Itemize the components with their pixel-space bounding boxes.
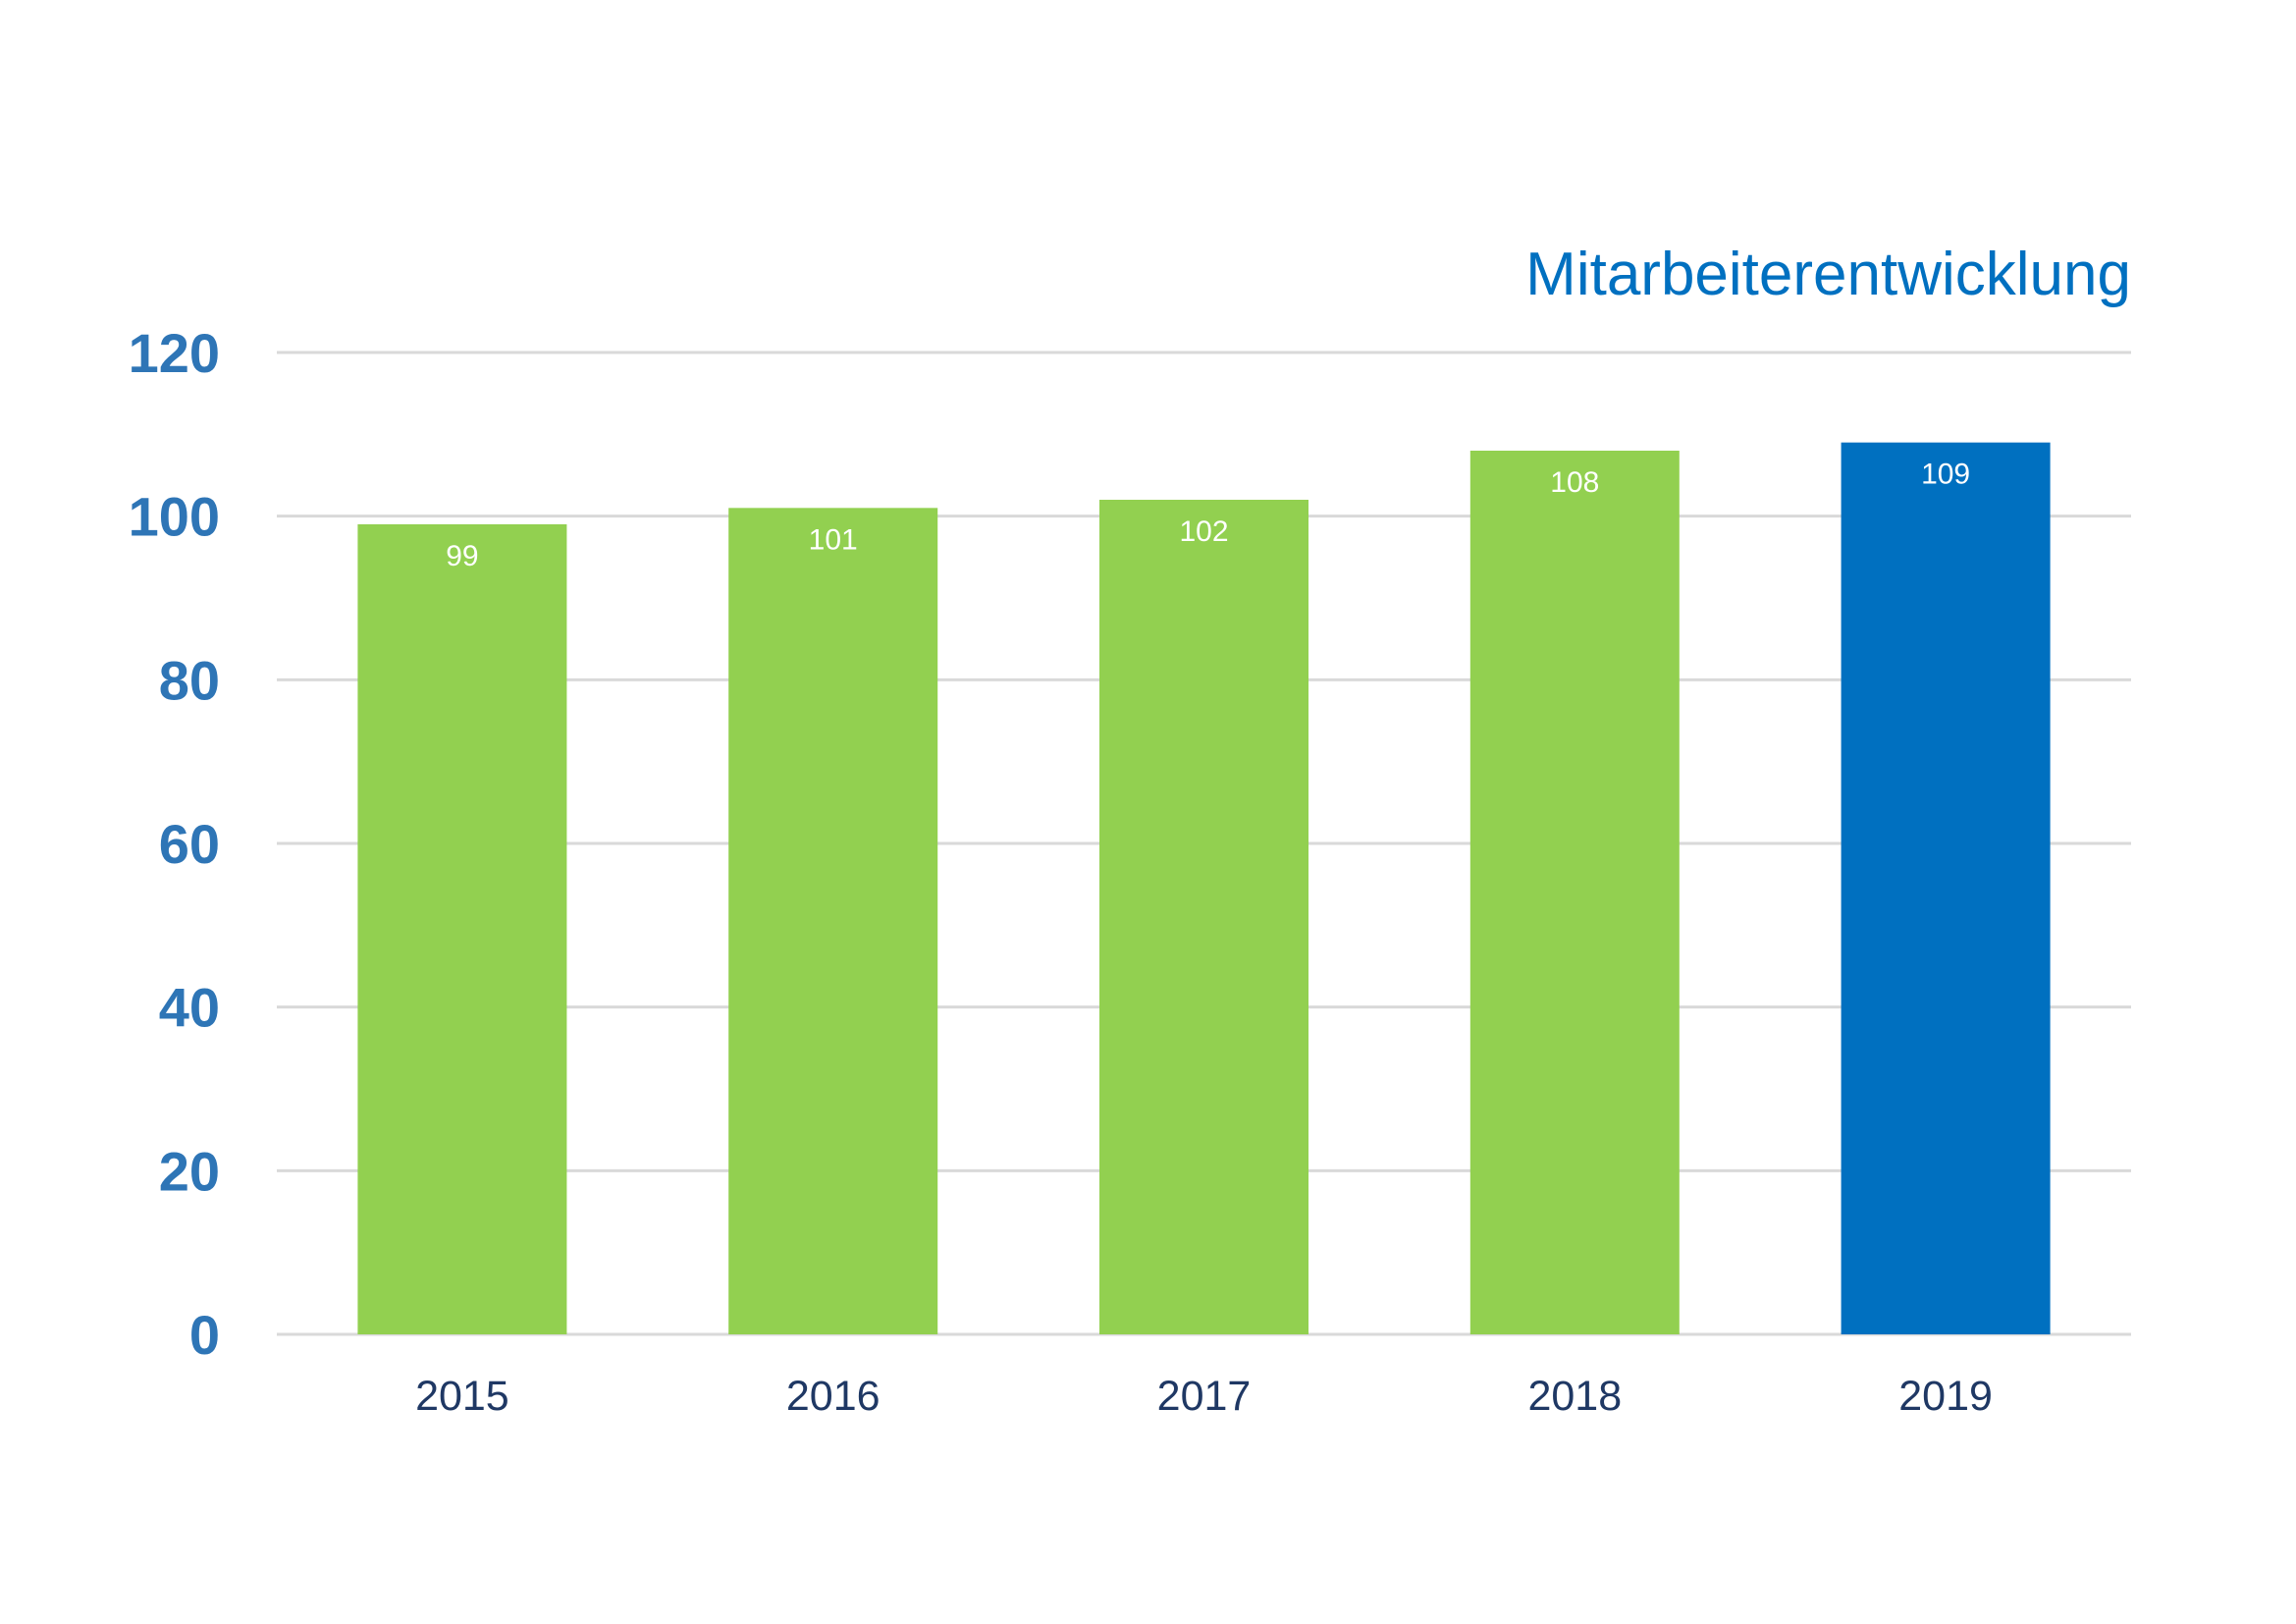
x-tick-label: 2019: [1898, 1373, 1993, 1420]
data-labels: 99 101 102 108 109: [446, 459, 1970, 572]
bar-2015: [357, 524, 567, 1334]
data-label: 109: [1921, 459, 1970, 491]
data-label: 108: [1550, 466, 1599, 499]
y-tick-label: 0: [189, 1304, 220, 1366]
y-tick-label: 80: [159, 649, 220, 711]
x-tick-label: 2018: [1527, 1373, 1622, 1420]
bar-2018: [1469, 451, 1680, 1334]
chart-title: Mitarbeiterentwicklung: [1525, 241, 2131, 308]
bar-2016: [728, 508, 938, 1334]
y-tick-label: 20: [159, 1140, 220, 1202]
y-tick-label: 60: [159, 813, 220, 875]
x-tick-label: 2016: [786, 1373, 881, 1420]
y-tick-label: 40: [159, 977, 220, 1039]
data-label: 99: [446, 540, 478, 572]
y-axis-ticks: 0 20 40 60 80 100 120: [129, 322, 220, 1366]
data-label: 102: [1179, 515, 1228, 548]
x-tick-label: 2015: [415, 1373, 509, 1420]
bar-2019: [1841, 442, 2051, 1335]
x-axis-ticks: 2015 2016 2017 2018 2019: [415, 1373, 1993, 1420]
y-tick-label: 120: [129, 322, 220, 384]
x-tick-label: 2017: [1157, 1373, 1252, 1420]
data-label: 101: [809, 523, 858, 556]
bars: [357, 442, 2051, 1335]
bar-2017: [1099, 500, 1308, 1334]
y-tick-label: 100: [129, 486, 220, 548]
